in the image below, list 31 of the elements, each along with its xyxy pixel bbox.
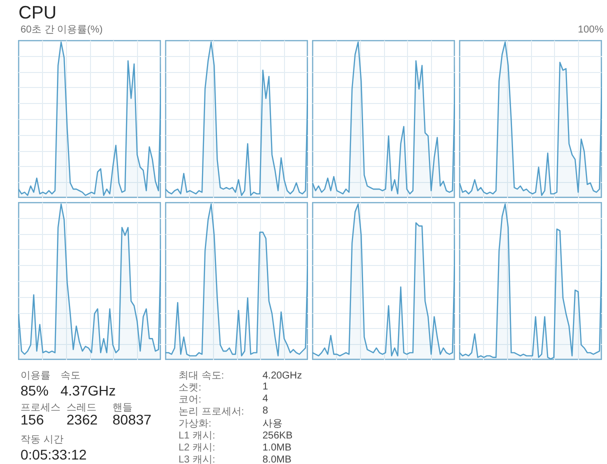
chart-title: CPU — [18, 2, 57, 22]
text: 소켓: — [178, 382, 202, 394]
text: 가상화: — [178, 418, 212, 430]
text: 100% — [578, 24, 604, 36]
text: 256KB — [262, 430, 293, 442]
text: 작동 시간 — [20, 434, 64, 446]
text: 핸들 — [112, 402, 132, 414]
text: 85% — [20, 382, 49, 398]
chart-subtitle: 60초 간 이용률(%) — [20, 24, 103, 36]
text: L1 캐시: — [178, 430, 216, 442]
text: 논리 프로세서: — [178, 406, 244, 418]
text: 0:05:33:12 — [20, 446, 87, 462]
text: L3 캐시: — [178, 454, 216, 464]
text: 프로세스 — [20, 402, 60, 414]
text: 속도 — [60, 370, 80, 382]
text: 1 — [262, 382, 268, 392]
text: 156 — [20, 412, 44, 428]
text: 4.20GHz — [262, 370, 302, 382]
text: 1.0MB — [262, 442, 292, 454]
text: 최대 속도: — [178, 370, 224, 382]
text: 4 — [262, 394, 268, 404]
text: 2362 — [66, 412, 98, 428]
text: 80837 — [112, 412, 152, 428]
text: L2 캐시: — [178, 442, 216, 454]
text: 이용률 — [20, 370, 50, 382]
text: 8 — [262, 406, 268, 416]
text: 스레드 — [66, 402, 96, 414]
text: 코어: — [178, 394, 202, 406]
text: 사용 — [262, 418, 282, 430]
text: 8.0MB — [262, 454, 292, 464]
text: 4.37GHz — [60, 382, 116, 398]
